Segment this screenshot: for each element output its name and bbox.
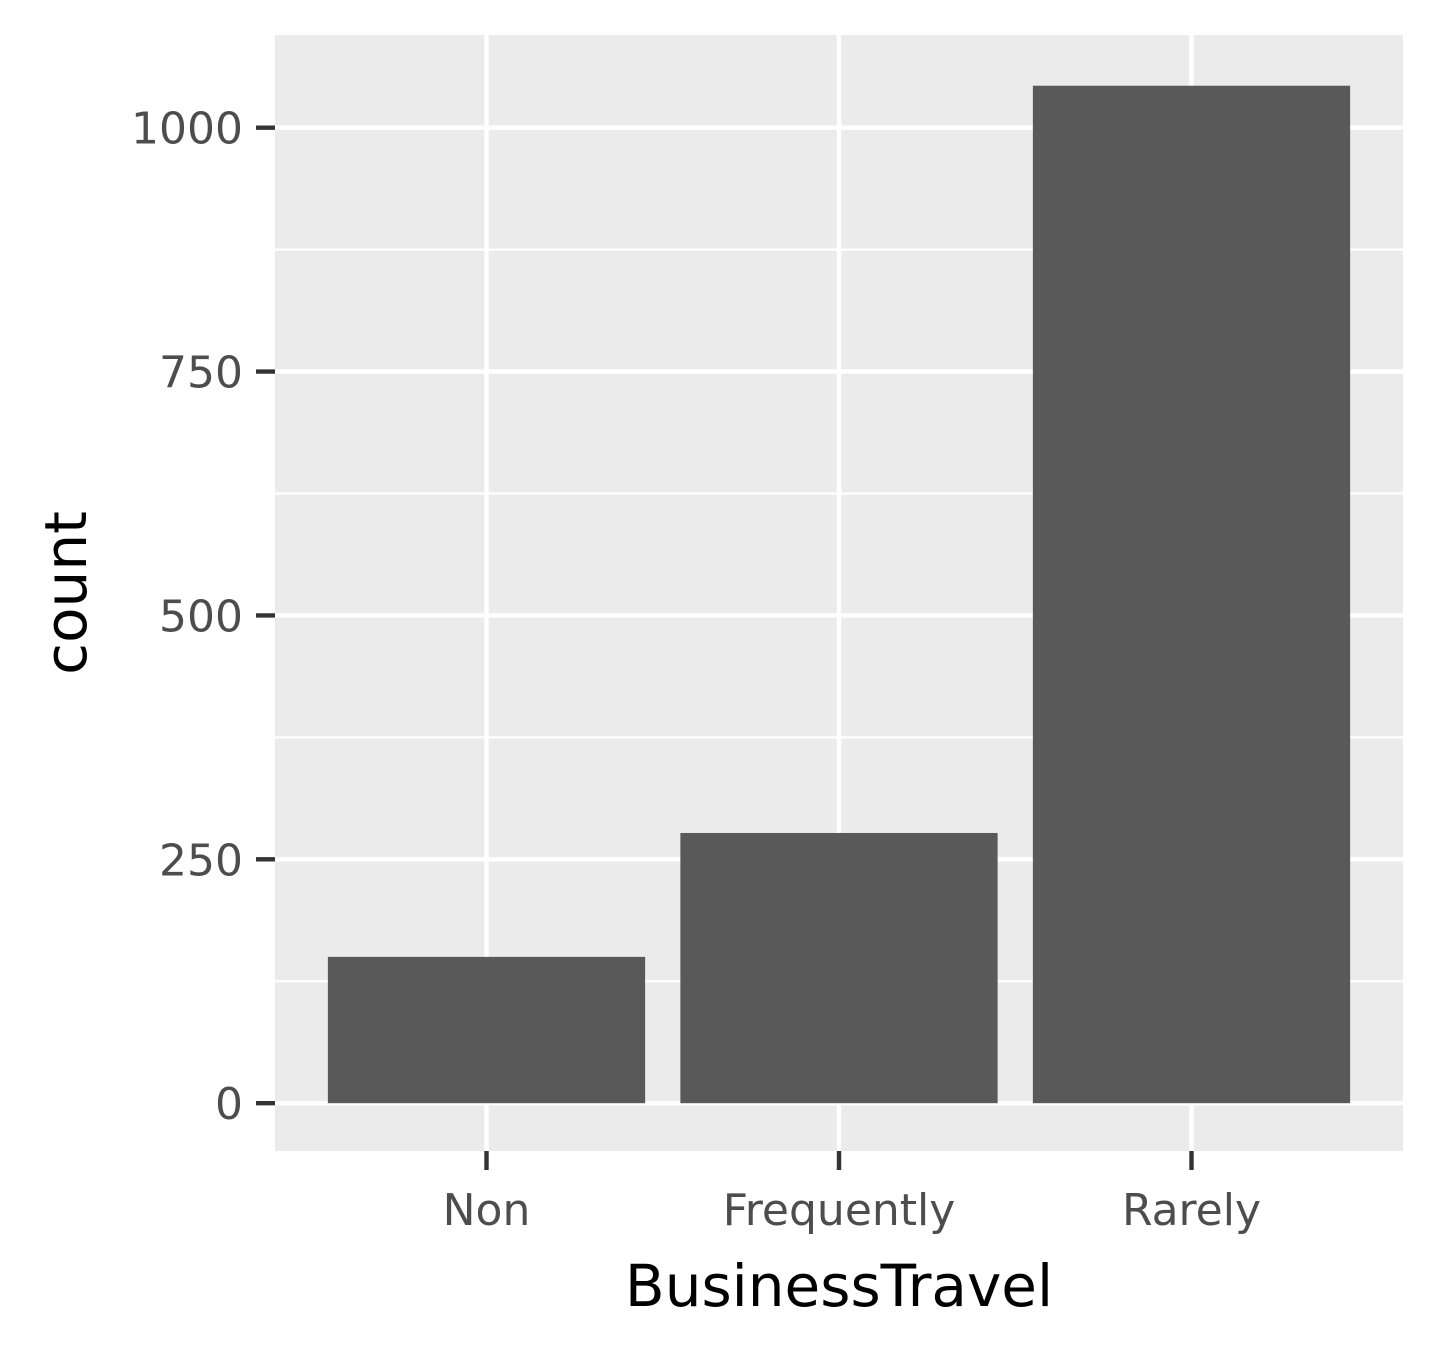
- x-tick-label: Non: [443, 1185, 531, 1236]
- bar-rarely: [1032, 85, 1351, 1104]
- y-axis-title: count: [32, 511, 100, 675]
- x-tick-label: Frequently: [723, 1185, 956, 1236]
- bar-non: [327, 956, 646, 1104]
- x-tick-label: Rarely: [1122, 1185, 1261, 1236]
- y-tick-label: 1000: [131, 104, 243, 155]
- axes: 0 250 500 750 1000 Non Frequently Rarely: [131, 104, 1261, 1236]
- y-tick-label: 750: [159, 348, 243, 399]
- y-tick-label: 0: [215, 1079, 243, 1130]
- bar-frequently: [680, 832, 998, 1104]
- y-tick-label: 250: [159, 835, 243, 886]
- x-axis-title: BusinessTravel: [625, 1252, 1053, 1320]
- y-tick-label: 500: [159, 591, 243, 642]
- bars: [327, 85, 1351, 1104]
